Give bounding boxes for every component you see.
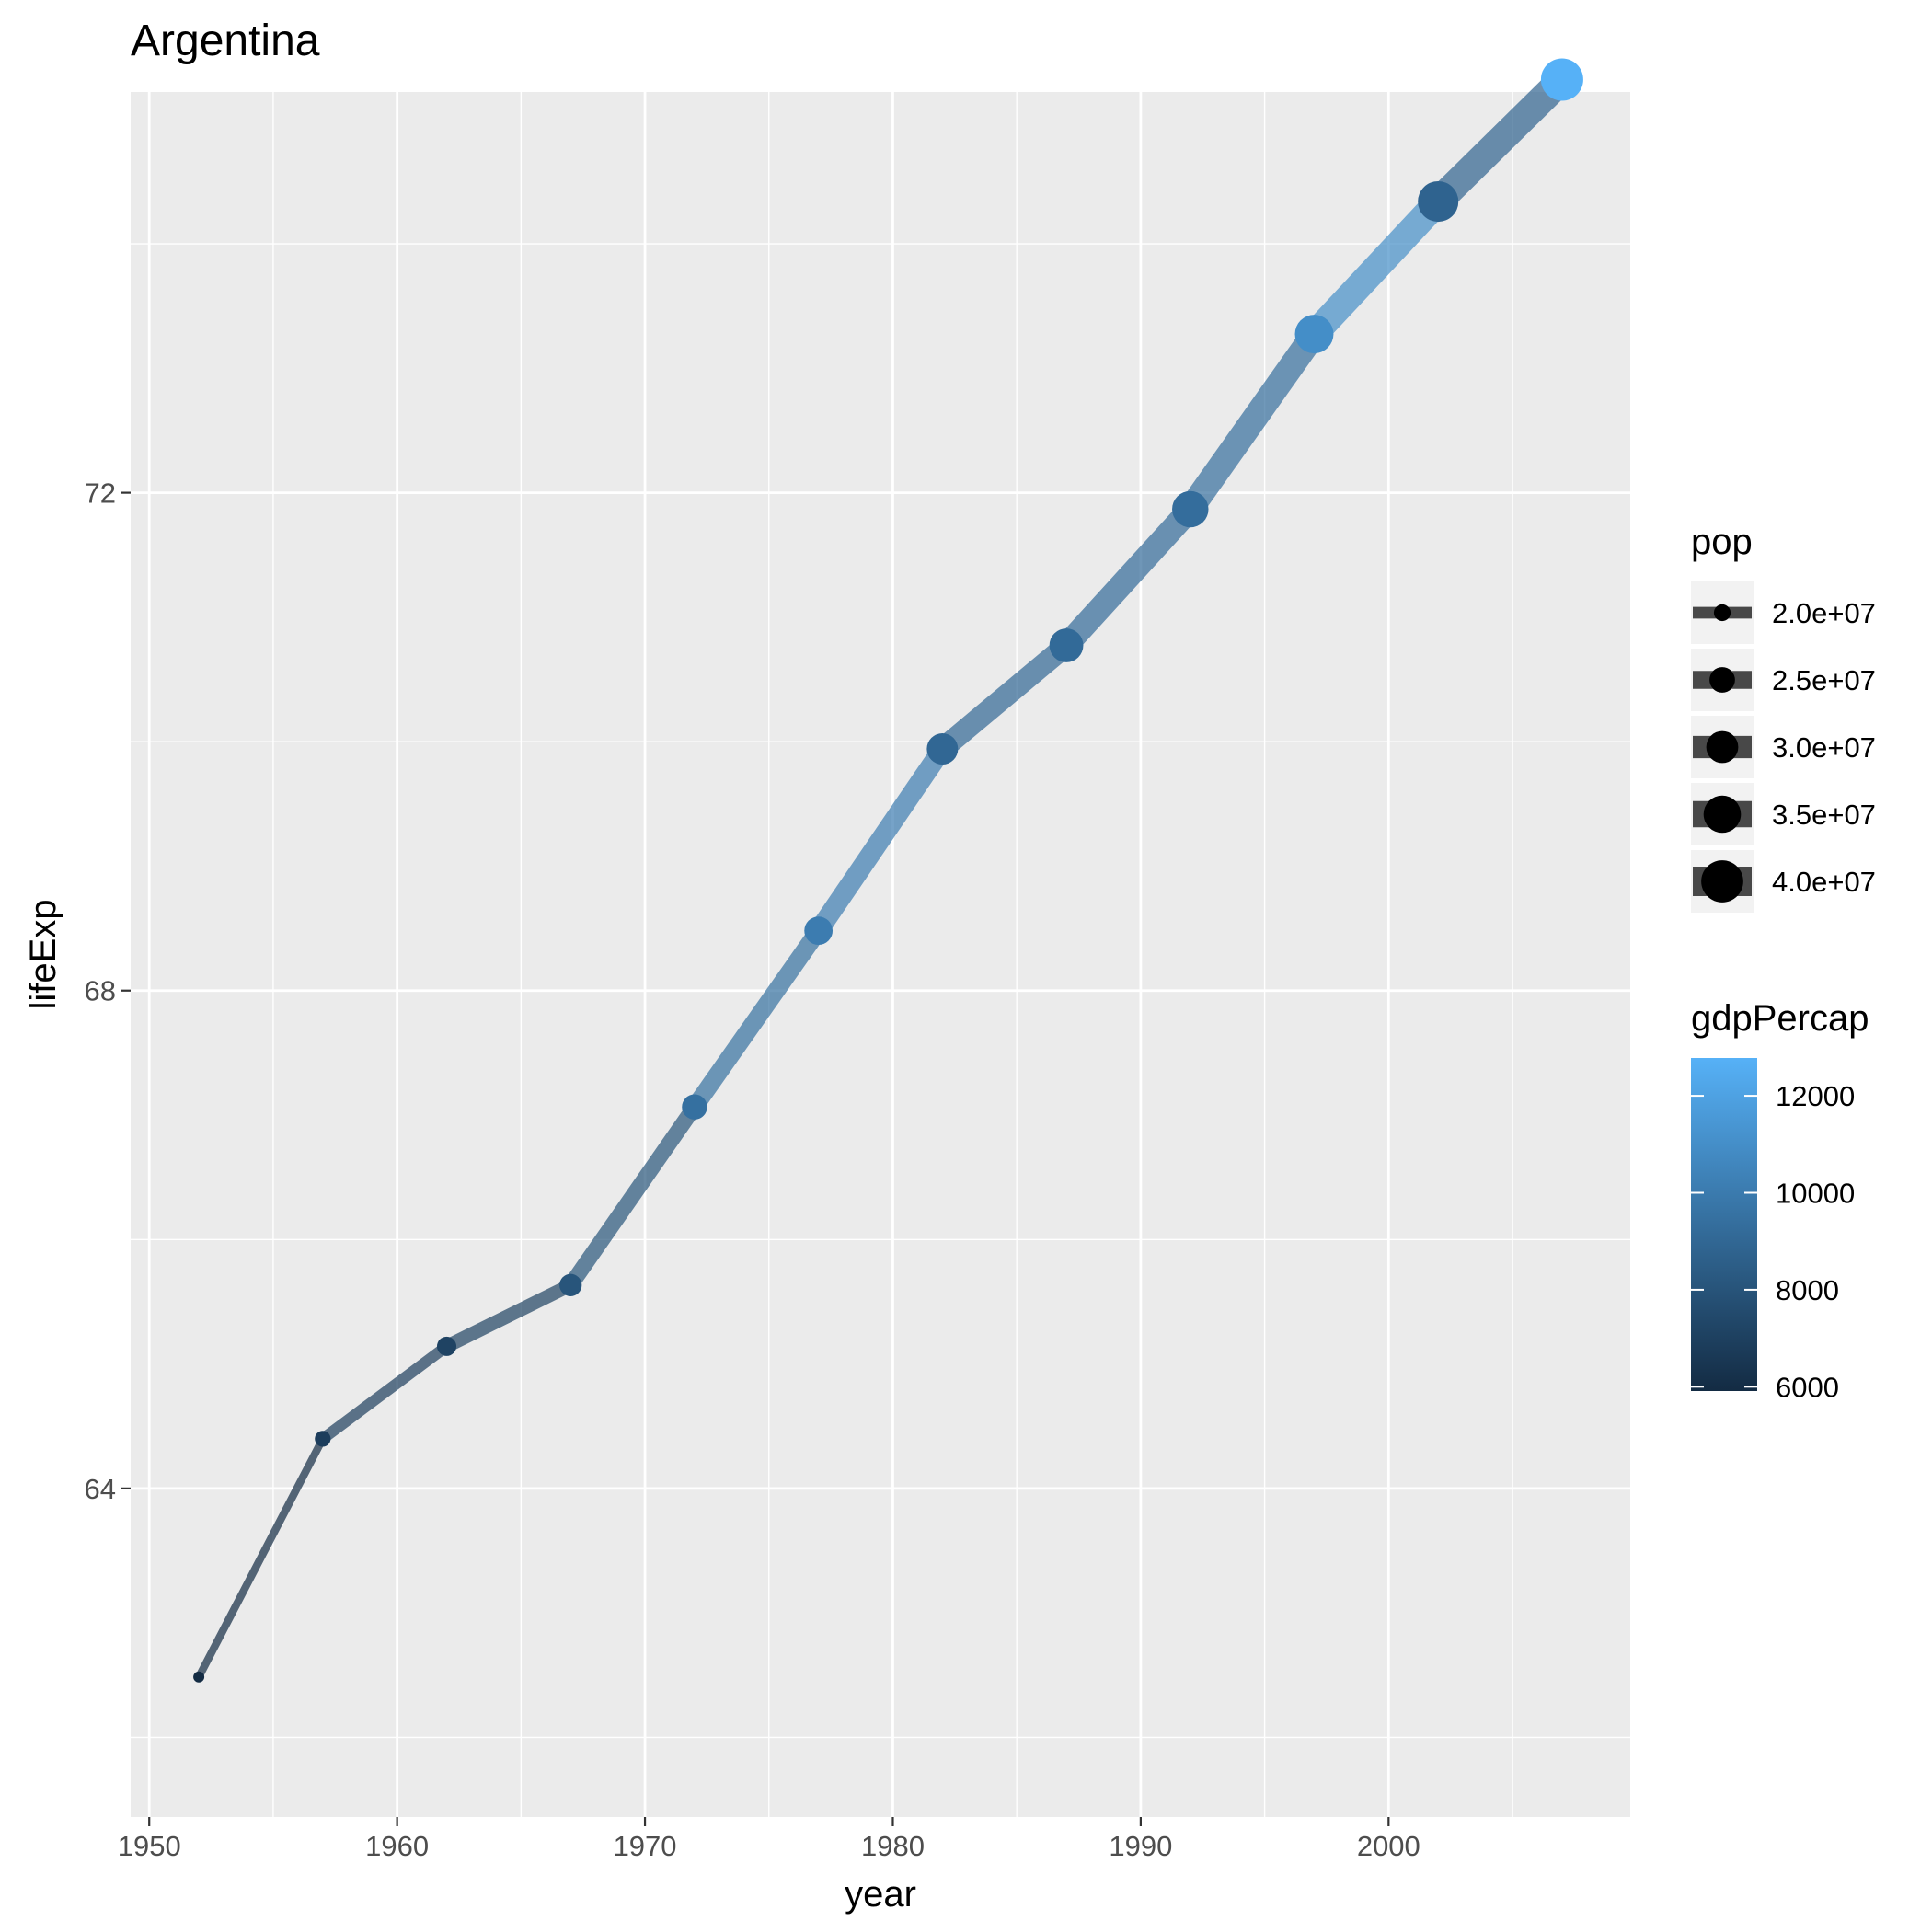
x-axis-title: year — [845, 1874, 916, 1915]
size-legend-key-point — [1701, 860, 1743, 903]
color-legend-title: gdpPercap — [1691, 998, 1869, 1039]
data-points — [193, 58, 1583, 1683]
data-point — [682, 1094, 707, 1120]
trajectory-segment — [935, 637, 1074, 758]
size-legend-title: pop — [1691, 522, 1753, 562]
x-tick-label: 1970 — [614, 1830, 677, 1862]
size-legend-label: 4.0e+07 — [1772, 866, 1876, 898]
size-legend-key-point — [1706, 730, 1739, 764]
data-point — [1172, 490, 1209, 528]
colorbar — [1691, 1058, 1757, 1391]
colorbar-label: 12000 — [1776, 1080, 1855, 1112]
data-point — [1540, 58, 1583, 101]
x-tick-label: 2000 — [1357, 1830, 1420, 1862]
data-point — [804, 916, 834, 946]
y-tick-label: 68 — [85, 975, 116, 1007]
data-point — [1294, 315, 1334, 354]
data-point — [436, 1336, 457, 1356]
trajectory-segment — [1304, 192, 1448, 344]
major-gridlines — [131, 92, 1630, 1817]
colorbar-label: 8000 — [1776, 1274, 1839, 1306]
trajectory-segment — [1179, 327, 1325, 517]
colorbar-label: 6000 — [1776, 1371, 1839, 1403]
y-tick-label: 64 — [85, 1473, 116, 1505]
size-legend-label: 2.5e+07 — [1772, 664, 1876, 696]
x-axis-ticks: 1950 1960 1970 1980 1990 2000 — [118, 1817, 1420, 1862]
data-point — [315, 1431, 331, 1447]
chart-title: Argentina — [131, 17, 320, 65]
y-tick-label: 72 — [85, 477, 116, 510]
trajectory-segment — [195, 1436, 327, 1679]
data-point — [1049, 628, 1084, 662]
y-axis-ticks: 64 68 72 — [85, 477, 131, 1505]
size-legend-key-point — [1709, 667, 1735, 693]
trajectory-segment — [810, 742, 951, 937]
trajectory-segment — [319, 1341, 451, 1443]
size-legend: 2.0e+07 2.5e+07 3.0e+07 3.5e+07 4.0e+07 — [1691, 581, 1876, 913]
color-legend: 6000 8000 10000 12000 — [1691, 1058, 1855, 1403]
data-point — [926, 733, 959, 765]
trajectory-segment — [443, 1279, 574, 1352]
data-point — [1418, 181, 1459, 223]
trajectory-segment — [687, 926, 826, 1112]
size-legend-label: 3.5e+07 — [1772, 799, 1876, 831]
size-legend-label: 2.0e+07 — [1772, 597, 1876, 629]
x-tick-label: 1980 — [861, 1830, 925, 1862]
x-tick-label: 1990 — [1109, 1830, 1172, 1862]
size-legend-key-point — [1713, 604, 1731, 622]
trajectory-line — [195, 69, 1572, 1679]
size-legend-key-point — [1703, 795, 1742, 834]
data-point — [193, 1671, 205, 1683]
trajectory-segment — [1057, 500, 1200, 654]
colorbar-label: 10000 — [1776, 1177, 1855, 1209]
y-axis-title: lifeExp — [23, 899, 63, 1009]
size-legend-label: 3.0e+07 — [1772, 731, 1876, 764]
trajectory-segment — [564, 1102, 701, 1290]
trajectory-segment — [1428, 69, 1572, 213]
x-tick-label: 1960 — [365, 1830, 429, 1862]
data-point — [559, 1273, 582, 1296]
x-tick-label: 1950 — [118, 1830, 181, 1862]
plot-panel — [131, 92, 1630, 1817]
